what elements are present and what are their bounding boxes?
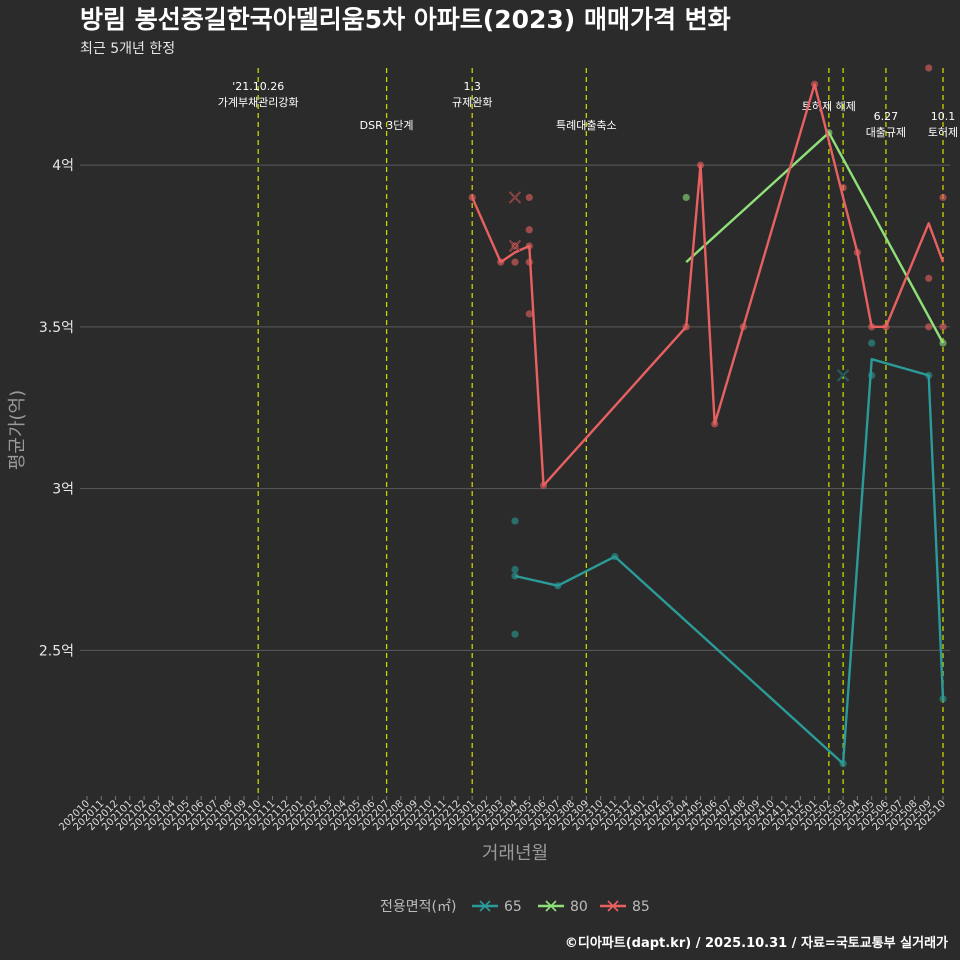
legend: 전용면적(㎡) 65 80 85 bbox=[380, 899, 650, 915]
chart-caption: ©디아파트(dapt.kr) / 2025.10.31 / 자료=국토교통부 실… bbox=[565, 935, 948, 951]
y-axis-title: 평균가(억) bbox=[7, 390, 28, 470]
event-label: 규제완화 bbox=[452, 96, 492, 109]
data-point bbox=[925, 323, 933, 331]
cross-marker-outline bbox=[509, 191, 521, 204]
legend-label: 85 bbox=[632, 899, 650, 915]
data-point bbox=[511, 258, 519, 266]
data-point bbox=[868, 339, 876, 347]
event-label: 특례대출축소 bbox=[556, 119, 617, 132]
legend-key-cross bbox=[545, 900, 557, 912]
chart-title: 방림 봉선중길한국아델리움5차 아파트(2023) 매매가격 변화 bbox=[80, 5, 731, 34]
event-label: 토허제 bbox=[928, 126, 958, 139]
series-group bbox=[468, 64, 947, 768]
data-point bbox=[511, 517, 519, 525]
series-80 bbox=[682, 129, 947, 347]
event-label: 10.1 bbox=[931, 110, 956, 123]
y-tick-label: 3.5억 bbox=[39, 320, 74, 336]
y-tick-label: 2.5억 bbox=[39, 643, 74, 659]
legend-label: 65 bbox=[504, 899, 522, 915]
event-label: 6.27 bbox=[874, 110, 899, 123]
series-line bbox=[471, 83, 945, 487]
series-line bbox=[514, 358, 945, 765]
chart-subtitle: 최근 5개년 한정 bbox=[80, 41, 175, 57]
data-point bbox=[511, 630, 519, 638]
event-label: 토허제 해제 bbox=[802, 99, 856, 113]
data-point bbox=[939, 695, 947, 703]
cross-marker-outline bbox=[837, 369, 849, 382]
data-point bbox=[525, 193, 533, 202]
data-point bbox=[511, 572, 519, 580]
data-point bbox=[925, 64, 933, 72]
series-65 bbox=[511, 339, 947, 768]
event-label: 가계부채관리강화 bbox=[218, 96, 299, 109]
event-label: 1.3 bbox=[463, 80, 481, 93]
cross-marker-outline bbox=[509, 240, 521, 252]
grid bbox=[80, 164, 950, 651]
x-axis-title: 거래년월 bbox=[482, 843, 548, 864]
legend-title: 전용면적(㎡) bbox=[380, 899, 456, 915]
series-line bbox=[685, 131, 945, 344]
data-point bbox=[511, 565, 519, 574]
data-point bbox=[939, 323, 947, 331]
data-point bbox=[939, 193, 947, 202]
y-axis-ticks: 2.5억 3억 3.5억 4억 bbox=[39, 158, 74, 659]
series-85 bbox=[468, 64, 947, 489]
legend-key-cross bbox=[479, 900, 491, 912]
y-tick-label: 3억 bbox=[52, 482, 74, 498]
data-point bbox=[682, 193, 690, 202]
data-point bbox=[525, 226, 533, 234]
x-axis-ticks: 2020102020112020122021012021022021032021… bbox=[57, 796, 948, 833]
legend-key-cross bbox=[607, 900, 619, 912]
y-tick-label: 4억 bbox=[52, 158, 74, 174]
data-point bbox=[525, 310, 533, 318]
event-label: DSR 3단계 bbox=[360, 119, 414, 132]
event-label: '21.10.26 bbox=[232, 80, 284, 93]
data-point bbox=[925, 274, 933, 282]
legend-label: 80 bbox=[570, 899, 588, 915]
event-label: 대출규제 bbox=[866, 126, 906, 139]
